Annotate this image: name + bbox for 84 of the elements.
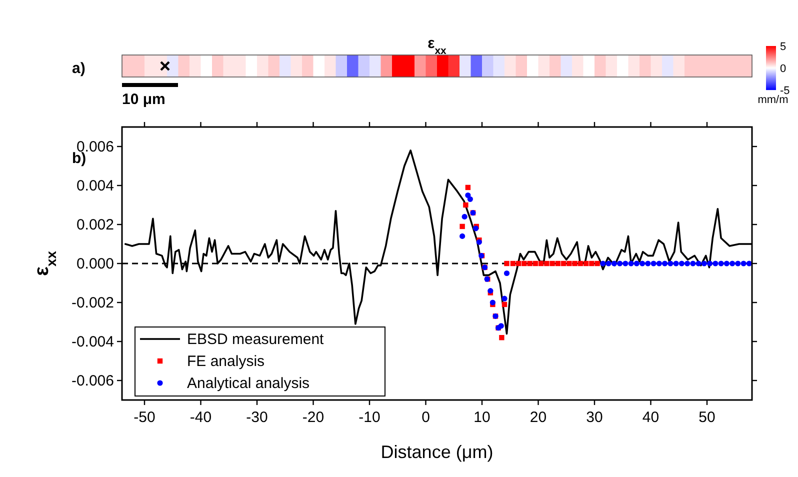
text: a)	[72, 60, 86, 77]
point	[504, 270, 510, 276]
x-tick-label: 50	[698, 409, 716, 426]
x-tick-label: -10	[358, 409, 380, 426]
x-tick-label: 30	[586, 409, 603, 426]
point	[550, 260, 555, 266]
legend-label: EBSD measurement	[187, 331, 325, 348]
point	[718, 260, 724, 266]
point	[701, 260, 707, 266]
point	[690, 260, 696, 266]
point	[746, 260, 752, 266]
point	[707, 260, 713, 266]
point	[538, 260, 544, 266]
point	[600, 260, 606, 266]
point	[668, 260, 674, 266]
point	[555, 260, 561, 266]
point	[712, 260, 718, 266]
color-bar-label: 0	[780, 63, 786, 75]
point	[566, 260, 572, 266]
point	[650, 260, 656, 266]
x-tick-label: 10	[474, 409, 490, 426]
point	[684, 260, 690, 266]
point	[645, 260, 651, 266]
point	[594, 260, 600, 266]
chart-title: ε$_{xx}$	[428, 35, 447, 57]
point	[532, 260, 538, 266]
color-bar-label: -5	[780, 85, 790, 97]
x-tick-label: 0	[422, 409, 430, 426]
y-tick-label: 0.002	[76, 216, 114, 234]
legend-label: Analytical analysis	[187, 375, 310, 392]
point	[465, 192, 471, 198]
point	[560, 260, 566, 266]
point	[465, 184, 471, 190]
point	[527, 260, 532, 266]
point	[544, 260, 550, 266]
y-tick-label: -0.002	[71, 294, 114, 312]
point	[504, 260, 510, 266]
point	[696, 260, 702, 266]
point	[522, 260, 527, 266]
point	[678, 260, 684, 266]
y-tick-label: 0.004	[76, 178, 114, 194]
point	[502, 302, 508, 308]
point	[578, 260, 584, 266]
point	[516, 260, 522, 266]
y-tick-label: 0.000	[76, 256, 114, 272]
point	[724, 260, 730, 266]
color-bar-label: 5	[780, 41, 786, 53]
point	[673, 260, 679, 266]
point	[572, 260, 578, 266]
text: 10 μm	[122, 91, 166, 108]
point	[589, 260, 594, 266]
x-axis-title: Distance (μm)	[380, 442, 494, 462]
point	[628, 260, 634, 266]
point	[510, 260, 516, 266]
point	[463, 202, 468, 208]
point	[730, 260, 736, 266]
point	[662, 260, 668, 266]
legend-label: FE analysis	[187, 353, 265, 370]
point	[740, 260, 746, 266]
point	[583, 260, 589, 266]
point	[640, 260, 646, 266]
x-tick-label: -20	[302, 409, 324, 426]
x-tick-label: -50	[134, 409, 156, 426]
x-tick-label: 20	[530, 409, 547, 426]
point	[611, 260, 617, 266]
color-bar-title: mm/m	[758, 94, 788, 106]
point	[460, 233, 466, 239]
point	[617, 260, 623, 266]
point	[460, 224, 465, 230]
point	[467, 196, 473, 202]
x-tick-label: -30	[246, 409, 268, 426]
point	[498, 323, 504, 329]
point	[622, 260, 628, 266]
x-tick-label: -40	[190, 409, 212, 426]
y-tick-label: -0.004	[71, 334, 114, 350]
point	[502, 296, 508, 302]
point	[462, 214, 468, 220]
x-tick-label: 40	[642, 409, 660, 426]
point	[634, 260, 640, 266]
point	[499, 335, 504, 340]
point	[735, 260, 741, 266]
point	[606, 260, 612, 266]
y-tick-label: -0.006	[71, 372, 114, 390]
point	[656, 260, 662, 266]
